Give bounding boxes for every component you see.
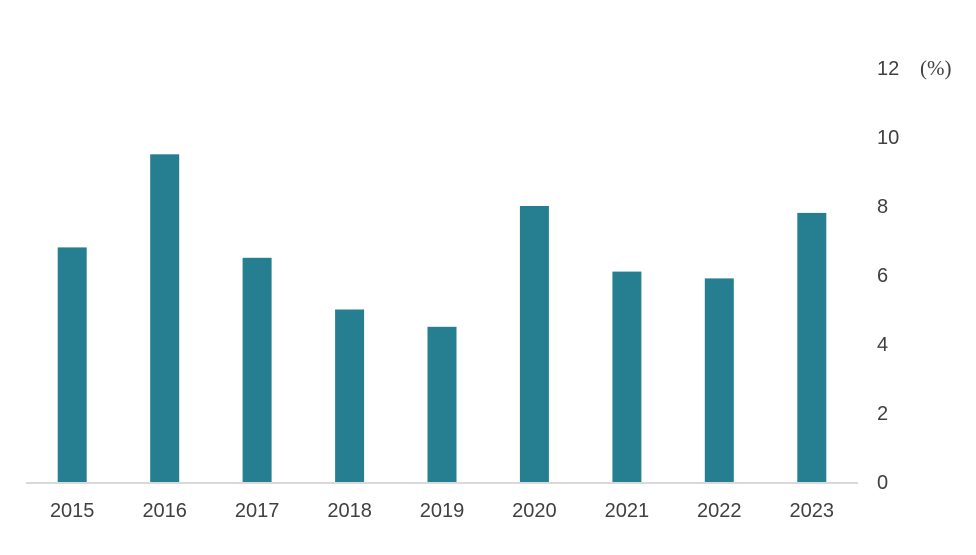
y-tick-labels: 0 2 4 6 8 10 12 bbox=[877, 58, 899, 494]
bar-2017 bbox=[242, 257, 272, 483]
bar-2016 bbox=[150, 154, 180, 483]
x-tick-label-2021: 2021 bbox=[605, 500, 650, 522]
y-tick-label-10: 10 bbox=[877, 127, 899, 149]
bars-group bbox=[57, 154, 827, 483]
y-tick-label-8: 8 bbox=[877, 196, 888, 218]
x-tick-label-2023: 2023 bbox=[790, 500, 835, 522]
x-tick-label-2016: 2016 bbox=[142, 500, 187, 522]
x-tick-label-2020: 2020 bbox=[512, 500, 557, 522]
x-tick-label-2022: 2022 bbox=[697, 500, 742, 522]
x-tick-label-2019: 2019 bbox=[420, 500, 465, 522]
bar-2015 bbox=[57, 247, 87, 482]
bar-2018 bbox=[335, 309, 365, 482]
bar-2022 bbox=[704, 278, 734, 482]
x-tick-labels: 2015 2016 2017 2018 2019 2020 2021 2022 2023 bbox=[50, 500, 834, 522]
y-unit-label: (%) bbox=[920, 56, 951, 80]
bar-2020 bbox=[519, 206, 549, 482]
bar-2021 bbox=[612, 271, 642, 482]
x-tick-label-2017: 2017 bbox=[235, 500, 280, 522]
x-tick-label-2018: 2018 bbox=[327, 500, 372, 522]
y-tick-label-2: 2 bbox=[877, 403, 888, 425]
bar-2019 bbox=[427, 326, 457, 483]
x-tick-label-2015: 2015 bbox=[50, 500, 95, 522]
y-tick-label-6: 6 bbox=[877, 265, 888, 287]
y-tick-label-4: 4 bbox=[877, 334, 888, 356]
bar-2023 bbox=[797, 212, 827, 482]
y-tick-label-12: 12 bbox=[877, 58, 899, 80]
y-tick-label-0: 0 bbox=[877, 472, 888, 494]
